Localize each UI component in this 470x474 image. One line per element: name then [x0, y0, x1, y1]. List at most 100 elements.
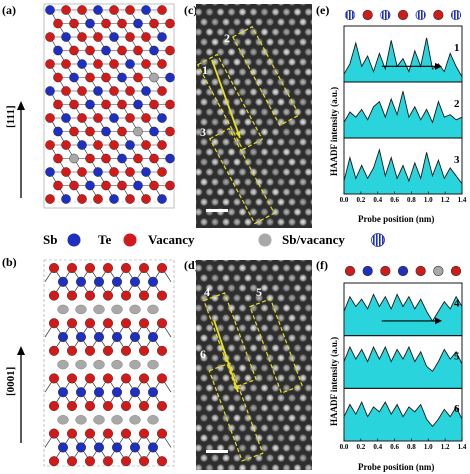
atom [120, 428, 131, 439]
atom [77, 5, 87, 15]
atom [133, 18, 143, 29]
panel-e-ylabel: HAADF intensity (a.u.) [329, 86, 339, 176]
x-tick-label: 1.0 [424, 196, 433, 204]
atom [138, 373, 149, 384]
profile-number: 3 [454, 154, 460, 166]
atom [156, 290, 167, 301]
vacancy-site [129, 415, 141, 425]
atom [138, 262, 149, 274]
atom-marker [450, 265, 462, 277]
atom [85, 126, 95, 137]
atom [93, 86, 103, 96]
atom [58, 442, 69, 453]
atom-marker [450, 9, 462, 21]
x-tick-label: 0.8 [407, 196, 416, 204]
atom [85, 290, 96, 301]
atom [45, 113, 55, 123]
panel-d-haadf-image: 4 5 6 [196, 260, 312, 470]
x-tick-label: 0.8 [407, 443, 416, 451]
atom [85, 153, 95, 164]
atom [69, 72, 79, 83]
atom [101, 18, 111, 29]
atom [120, 456, 131, 467]
atom [69, 45, 79, 56]
atom [101, 153, 111, 164]
atom [109, 194, 119, 204]
atom [69, 18, 79, 29]
atom [138, 400, 149, 411]
atom [165, 180, 175, 191]
atom [133, 99, 143, 110]
atom [149, 153, 159, 164]
atom-marker [415, 265, 426, 277]
atom [61, 167, 71, 177]
panel-b-label: (b) [2, 255, 17, 269]
atom [45, 167, 55, 177]
atom [85, 262, 96, 274]
atom [67, 318, 78, 329]
atom [157, 32, 167, 42]
atom [111, 442, 122, 453]
line-profile-box [249, 298, 303, 394]
atom [125, 167, 135, 177]
panel-a-label: (a) [2, 3, 16, 17]
atom [77, 32, 87, 42]
vacancy-site [57, 304, 69, 315]
atom [103, 456, 114, 467]
atom [147, 331, 158, 342]
atom [48, 345, 60, 356]
scale-bar [206, 450, 228, 453]
legend-sb-swatch [67, 233, 81, 247]
atom [69, 99, 79, 110]
panel-a-arrow [17, 101, 25, 198]
vacancy-site [93, 415, 105, 425]
atom [61, 86, 71, 96]
x-tick-label: 0.2 [356, 196, 365, 204]
atom [67, 428, 78, 439]
profile-number: 1 [454, 42, 460, 54]
atom [93, 5, 103, 15]
x-tick-label: 1.0 [424, 443, 433, 451]
atom [85, 400, 96, 411]
atom [45, 59, 55, 69]
atom [156, 262, 167, 274]
panel-e-xlabel: Probe position (nm) [358, 214, 435, 224]
x-tick-label: 1.2 [441, 443, 450, 451]
vacancy-site [93, 304, 105, 315]
atom [93, 167, 103, 177]
atom [149, 45, 159, 56]
panel-c-label: (c) [184, 3, 198, 17]
atom [120, 262, 131, 274]
intensity-profile-4 [343, 293, 463, 337]
panel-d-label: (d) [184, 258, 199, 272]
atom [93, 59, 103, 69]
vacancy-site [129, 359, 141, 370]
vacancy-site [75, 415, 87, 425]
atom [156, 373, 167, 384]
atom [103, 290, 114, 301]
atom [67, 262, 78, 274]
atom [111, 276, 122, 287]
atom [94, 331, 105, 342]
atom [58, 331, 69, 342]
atom [103, 318, 114, 329]
vacancy-site [147, 415, 159, 425]
atom [138, 456, 149, 467]
atom [117, 72, 127, 83]
vacancy-site [75, 359, 87, 370]
atom-marker [397, 265, 409, 277]
atom [85, 373, 96, 384]
legend-vacancy-swatch [258, 233, 272, 247]
profile-number: 6 [454, 403, 460, 415]
atom [45, 5, 55, 15]
atom [141, 59, 151, 69]
atom [165, 99, 175, 110]
atom [156, 400, 167, 411]
atom [77, 59, 87, 69]
x-tick-label: 1.4 [458, 196, 467, 204]
atom [141, 86, 151, 96]
line-profile-box [203, 292, 257, 388]
vacancy-site [93, 359, 105, 370]
line-profile-number: 1 [202, 63, 208, 77]
atom [53, 18, 63, 29]
